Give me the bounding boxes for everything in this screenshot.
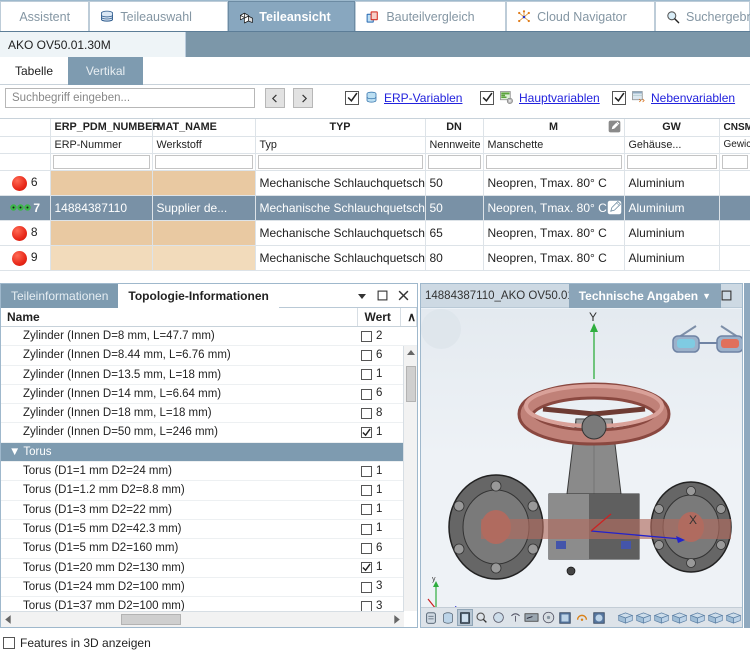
svg-text:Y: Y [589,310,597,324]
svg-text:y: y [432,576,436,583]
svg-text:X: X [689,513,697,527]
